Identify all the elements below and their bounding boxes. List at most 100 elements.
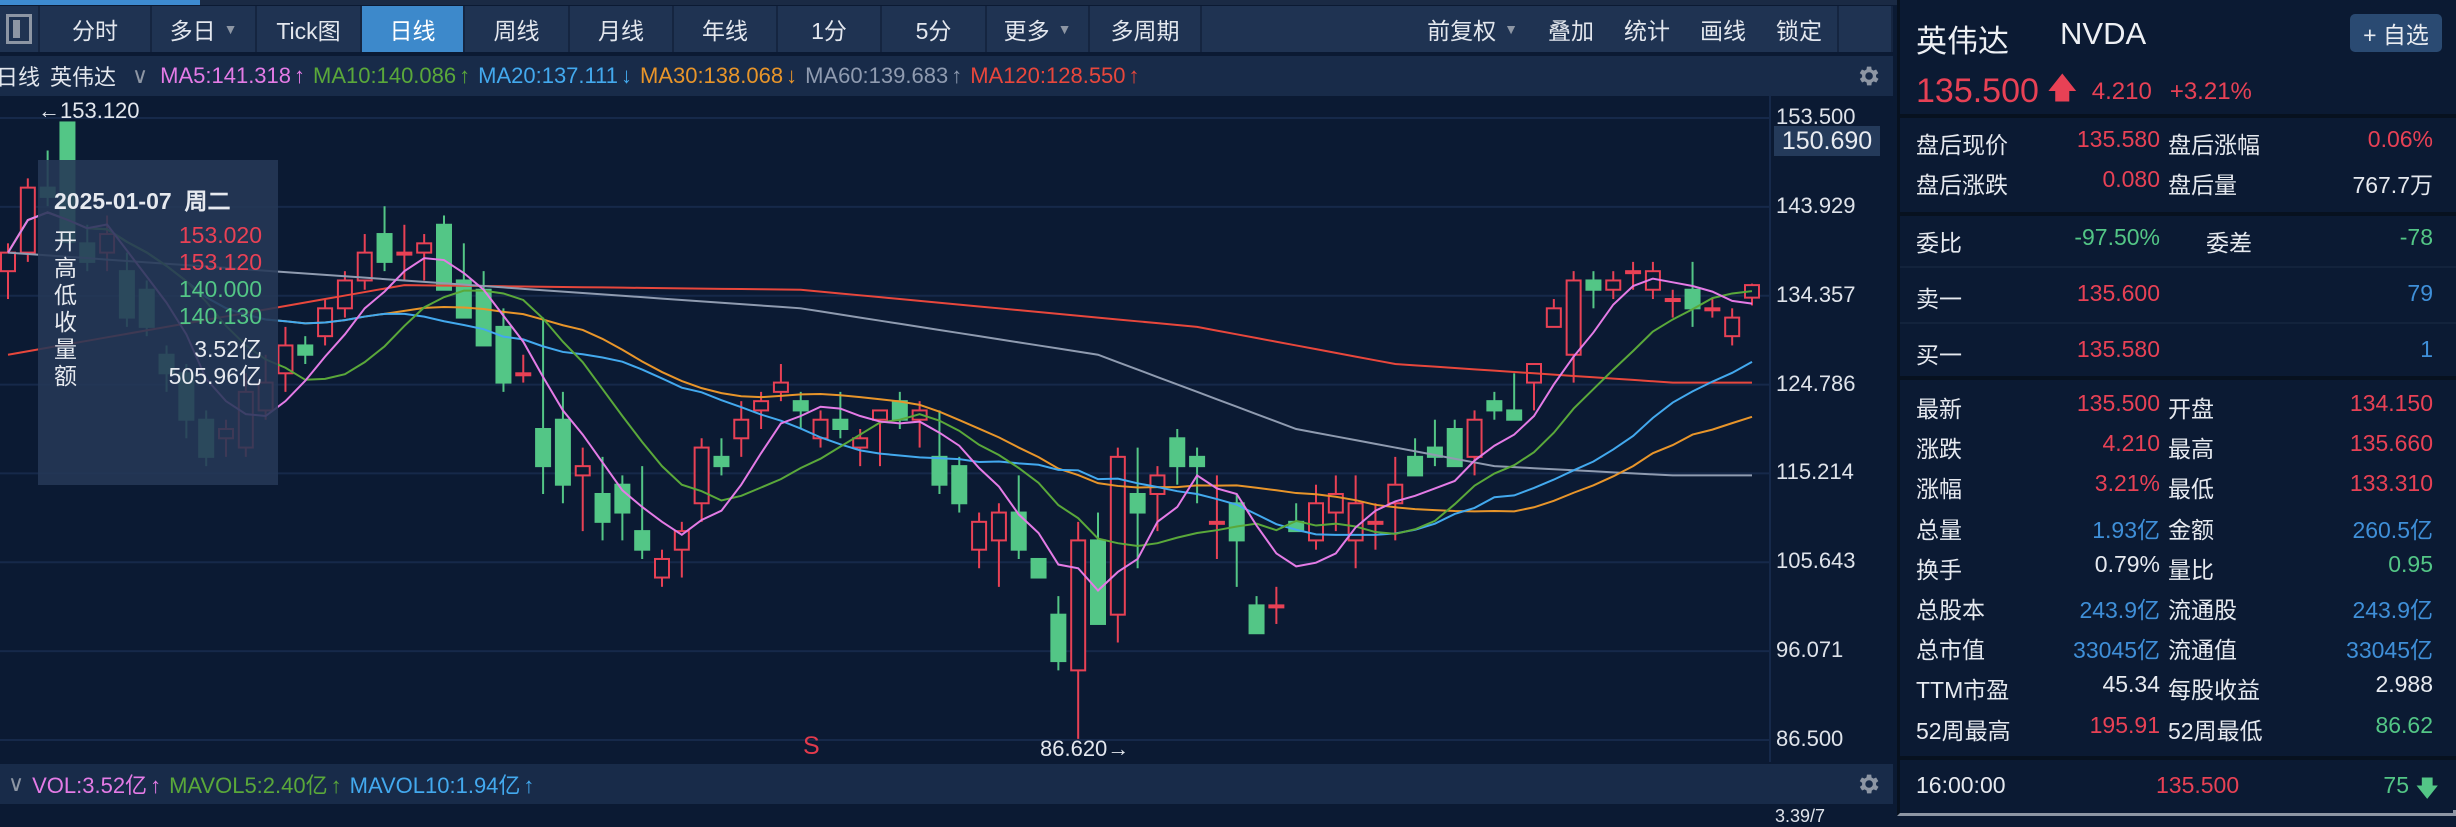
tooltip-label: 收 xyxy=(54,309,77,335)
legend-item: VOL:3.52亿 ↑ xyxy=(32,773,161,798)
top-strip-highlight xyxy=(0,0,200,5)
quote-value: 0.95 xyxy=(2388,550,2433,577)
tooltip-label: 高 xyxy=(54,255,77,281)
quote-value: 133.310 xyxy=(2349,470,2433,497)
tab-6[interactable]: 年线 xyxy=(674,6,778,52)
tab-2[interactable]: Tick图 xyxy=(257,6,362,52)
candlestick-chart[interactable]: 153.500 143.929 134.357 124.786 115.214 105.6… xyxy=(0,96,1893,762)
quote-value: 33045亿 xyxy=(2073,637,2160,664)
order-ratio-value: -97.50% xyxy=(2074,224,2160,250)
left-panel-toggle[interactable] xyxy=(0,6,40,52)
volume-axis-label: 3.39/7 xyxy=(1775,806,1826,826)
order-diff-value: -78 xyxy=(2399,224,2433,250)
gear-icon[interactable] xyxy=(1855,771,1881,797)
tooltip-label: 开 xyxy=(54,228,77,254)
order-ratio-label: 委比 xyxy=(1916,230,1962,256)
quote-value: 4.210 xyxy=(2102,430,2160,457)
ask-size: 79 xyxy=(2407,280,2433,306)
tab-5[interactable]: 月线 xyxy=(570,6,674,52)
overlay-button[interactable]: 叠加 xyxy=(1548,18,1594,44)
arrow-up-icon: 🡅 xyxy=(2046,72,2078,105)
tab-label: 分时 xyxy=(72,18,118,44)
y-axis-label: 86.500 xyxy=(1776,726,1844,751)
tooltip-value: 3.52亿 xyxy=(194,336,262,362)
tab-3[interactable]: 日线 xyxy=(362,6,465,52)
order-diff-label: 委差 xyxy=(2206,230,2252,256)
chevron-down-icon[interactable]: ∨ xyxy=(132,63,149,88)
stock-code: NVDA xyxy=(2060,16,2147,51)
quote-value: 243.9亿 xyxy=(2352,597,2433,623)
quote-row: 涨跌 4.210 最高 135.660 xyxy=(1916,430,2443,464)
adjust-dropdown[interactable]: 前复权 ▼ xyxy=(1412,12,1533,46)
tab-label: 日线 xyxy=(389,18,436,44)
legend-label: MAVOL5:2.40亿 xyxy=(169,773,328,798)
quote-value: 45.34 xyxy=(2102,671,2160,698)
stock-name-label: 英伟达 xyxy=(50,65,117,90)
legend-item: MAVOL5:2.40亿 ↑ xyxy=(169,773,342,798)
tooltip-label: 额 xyxy=(54,363,77,389)
tooltip-row: 收 140.130 xyxy=(54,303,262,337)
add-watchlist-button[interactable]: + 自选 xyxy=(2350,14,2442,52)
y-axis-label: 124.786 xyxy=(1776,370,1856,396)
chevron-down-icon[interactable]: ∨ xyxy=(8,771,25,796)
chevron-down-icon: ▼ xyxy=(1057,21,1072,37)
toolbar-right: 前复权 ▼ 叠加 统计 画线 锁定 xyxy=(1412,6,2456,816)
quote-label: 最高 xyxy=(2168,436,2214,463)
tooltip-weekday: 周二 xyxy=(184,188,231,214)
quote-label: 52周最低 xyxy=(2168,717,2263,744)
tab-7[interactable]: 1分 xyxy=(778,6,882,52)
tooltip-label: 低 xyxy=(54,282,77,308)
stats-button[interactable]: 统计 xyxy=(1624,18,1670,44)
legend-item: MAVOL10:1.94亿 ↑ xyxy=(350,773,535,798)
quote-value: 767.7万 xyxy=(2352,172,2433,198)
tab-label: Tick图 xyxy=(276,18,341,44)
divider xyxy=(1900,114,2456,118)
volume-legend-items: VOL:3.52亿 ↑ MAVOL5:2.40亿 ↑ MAVOL10:1.94亿 ↑ xyxy=(32,768,542,800)
price-line: 135.500 🡅 4.210 +3.21% xyxy=(1916,66,2270,117)
top-strip xyxy=(0,0,2456,5)
quote-label: 52周最高 xyxy=(1916,717,2011,744)
quote-panel: 英伟达 NVDA + 自选 135.500 🡅 4.210 +3.21% 盘后现… xyxy=(1897,0,2456,810)
tab-0[interactable]: 分时 xyxy=(40,6,152,52)
quote-label: 涨跌 xyxy=(1916,436,1962,463)
y-axis-label: 153.500 xyxy=(1776,104,1856,129)
trend-arrow-icon: ↑ xyxy=(150,773,162,798)
price-change-pct: +3.21% xyxy=(2169,77,2252,105)
bid-row: 买一 135.580 1 xyxy=(1916,336,2443,370)
arrow-down-icon: 🡇 xyxy=(2415,775,2439,801)
divider xyxy=(1900,756,2456,760)
tooltip-date: 2025-01-07 周二 xyxy=(54,182,230,216)
quote-label: 盘后涨跌 xyxy=(1916,172,2008,198)
tab-4[interactable]: 周线 xyxy=(465,6,570,52)
tooltip-value: 140.000 xyxy=(178,276,262,302)
legend-item: MA20:137.111 ↓ xyxy=(478,63,632,88)
quote-label: 金额 xyxy=(2168,516,2214,543)
tick-row: 16:00:00 135.500 75 🡇 xyxy=(1916,772,2443,806)
tab-1[interactable]: 多日 ▼ xyxy=(152,6,257,52)
tab-10[interactable]: 多周期 xyxy=(1090,6,1202,52)
tab-9[interactable]: 更多 ▼ xyxy=(987,6,1090,52)
lock-button[interactable]: 锁定 xyxy=(1776,18,1822,44)
quote-label: TTM市盈 xyxy=(1916,677,2010,704)
period-label: 日线 xyxy=(0,65,41,90)
tab-8[interactable]: 5分 xyxy=(882,6,987,52)
legend-label: MA60:139.683 xyxy=(805,63,949,88)
right-panel-toggle[interactable] xyxy=(1837,6,2456,816)
draw-button[interactable]: 画线 xyxy=(1700,18,1746,44)
legend-item: MA120:128.550 ↑ xyxy=(970,63,1139,88)
quote-label: 总股本 xyxy=(1916,597,1985,623)
candle-tooltip: 2025-01-07 周二 开 153.020 高 153.120 低 140.000 收 1… xyxy=(38,160,278,485)
current-price-tag: 150.690 xyxy=(1774,126,1880,156)
trend-arrow-icon: ↑ xyxy=(330,773,342,798)
quote-label: 开盘 xyxy=(2168,396,2214,422)
gear-icon[interactable] xyxy=(1855,63,1881,89)
quote-value: 3.21% xyxy=(2094,470,2160,497)
quote-value: 135.580 xyxy=(2076,126,2160,152)
trend-arrow-icon: ↑ xyxy=(951,63,963,88)
quote-row: TTM市盈 45.34 每股收益 2.988 xyxy=(1916,671,2443,705)
adjust-label: 前复权 xyxy=(1427,18,1497,44)
divider xyxy=(1900,376,2456,380)
y-axis-label: 115.214 xyxy=(1776,459,1854,485)
chart-canvas[interactable] xyxy=(0,96,1893,762)
bid-label: 买一 xyxy=(1916,342,1962,368)
